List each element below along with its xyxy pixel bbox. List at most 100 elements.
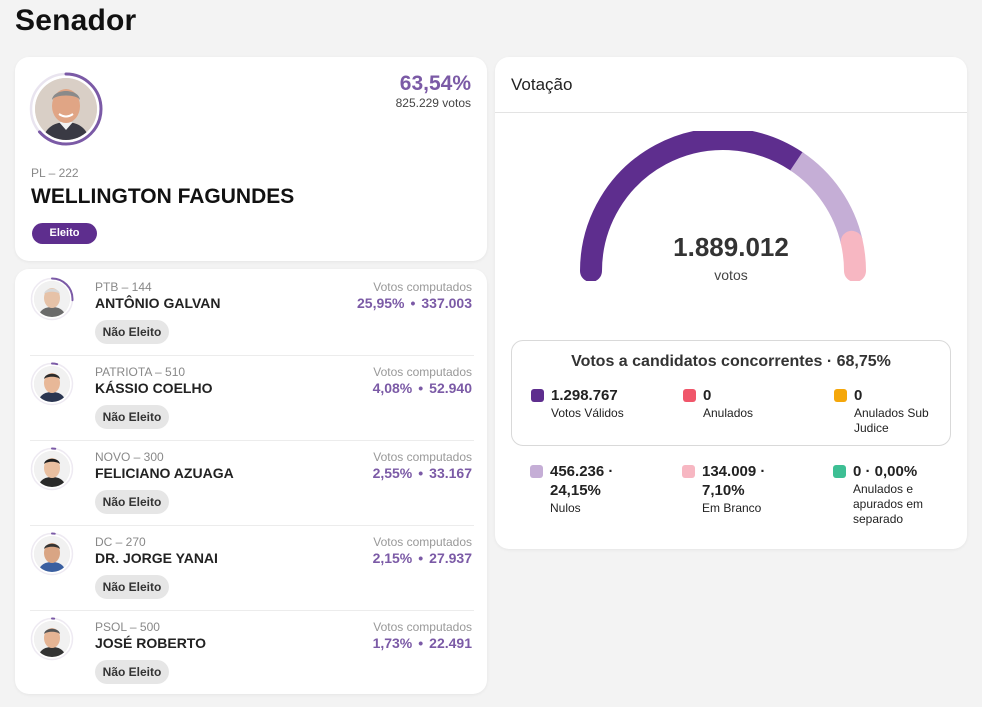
- gauge-unit: votos: [714, 267, 748, 283]
- person-photo-icon: [34, 366, 70, 402]
- person-photo-icon: [35, 78, 97, 140]
- stat-swatch: [683, 389, 696, 402]
- separator-dot: •: [418, 635, 424, 651]
- stat-swatch: [833, 465, 846, 478]
- stat-swatch: [530, 465, 543, 478]
- winner-votes: 825.229 votos: [395, 96, 471, 110]
- not-elected-badge: Não Eleito: [95, 405, 169, 429]
- gauge-segment: [840, 230, 866, 281]
- candidate-stats: 2,55% • 33.167: [373, 465, 472, 481]
- stat-value: 0: [703, 387, 712, 404]
- page-title: Senador: [15, 4, 137, 37]
- candidate-votes: 27.937: [429, 550, 472, 566]
- stat-label: Anulados: [703, 406, 754, 420]
- winner-avatar: [29, 72, 103, 146]
- candidate-stats: 25,95% • 337.003: [357, 295, 472, 311]
- candidate-name: KÁSSIO COELHO: [95, 380, 213, 396]
- separator-dot: •: [418, 550, 424, 566]
- stat-label: Em Branco: [702, 501, 762, 515]
- votes-computed-label: Votos computados: [373, 365, 472, 379]
- valid-votes-title: Votos a candidatos concorrentes · 68,75%: [571, 353, 891, 370]
- elected-badge: Eleito: [32, 223, 97, 244]
- stat-label: Nulos: [550, 501, 581, 515]
- candidate-avatar: [30, 532, 74, 576]
- candidate-percent: 1,73%: [372, 635, 413, 651]
- stat-swatch: [682, 465, 695, 478]
- not-elected-badge: Não Eleito: [95, 660, 169, 684]
- candidate-stats: 1,73% • 22.491: [373, 635, 472, 651]
- stat-label: Anulados e apurados em separado: [853, 482, 924, 526]
- votacao-title: Votação: [511, 75, 573, 94]
- candidate-row[interactable]: PTB – 144 ANTÔNIO GALVAN Votos computado…: [30, 271, 474, 356]
- person-photo-icon: [34, 536, 70, 572]
- candidate-progress-ring: [30, 617, 74, 661]
- person-photo-icon: [34, 281, 70, 317]
- candidate-row[interactable]: NOVO – 300 FELICIANO AZUAGA Votos comput…: [30, 441, 474, 526]
- votes-gauge: [580, 131, 866, 281]
- candidate-percent: 25,95%: [357, 295, 405, 311]
- candidate-name: DR. JORGE YANAI: [95, 550, 218, 566]
- stat-value: 456.236 · 24,15%: [550, 463, 614, 499]
- separator-dot: •: [410, 295, 416, 311]
- gauge-segment: [789, 152, 863, 245]
- candidate-votes: 337.003: [421, 295, 472, 311]
- winner-party: PL – 222: [31, 166, 79, 180]
- divider: [495, 112, 967, 113]
- candidate-stats: 4,08% • 52.940: [373, 380, 472, 396]
- candidate-percent: 2,15%: [372, 550, 413, 566]
- gauge-segment: [580, 131, 808, 281]
- votacao-card: Votação 1.889.012 votos Votos a candidat…: [495, 57, 967, 549]
- candidate-name: ANTÔNIO GALVAN: [95, 295, 221, 311]
- votes-computed-label: Votos computados: [373, 620, 472, 634]
- candidate-party: PSOL – 500: [95, 620, 160, 634]
- candidate-row[interactable]: PATRIOTA – 510 KÁSSIO COELHO Votos compu…: [30, 356, 474, 441]
- candidate-party: DC – 270: [95, 535, 146, 549]
- separator-dot: •: [418, 465, 424, 481]
- candidate-avatar: [30, 277, 74, 321]
- candidate-row[interactable]: DC – 270 DR. JORGE YANAI Votos computado…: [30, 526, 474, 611]
- candidate-votes: 52.940: [429, 380, 472, 396]
- stat-value: 134.009 · 7,10%: [702, 463, 766, 499]
- votes-computed-label: Votos computados: [373, 450, 472, 464]
- votes-computed-label: Votos computados: [373, 280, 472, 294]
- person-photo-icon: [34, 451, 70, 487]
- gauge-total: 1.889.012: [673, 232, 789, 262]
- candidate-votes: 22.491: [429, 635, 472, 651]
- winner-progress-ring: [29, 72, 103, 146]
- candidate-votes: 33.167: [429, 465, 472, 481]
- candidate-stats: 2,15% • 27.937: [373, 550, 472, 566]
- separator-dot: •: [418, 380, 424, 396]
- candidate-progress-ring: [30, 277, 74, 321]
- not-elected-badge: Não Eleito: [95, 575, 169, 599]
- stat-value: 0 · 0,00%: [853, 463, 918, 480]
- winner-card[interactable]: 63,54% 825.229 votos PL – 222 WELLINGTON…: [15, 57, 487, 261]
- candidate-progress-ring: [30, 362, 74, 406]
- candidate-party: NOVO – 300: [95, 450, 164, 464]
- candidate-name: FELICIANO AZUAGA: [95, 465, 234, 481]
- candidate-percent: 2,55%: [372, 465, 413, 481]
- stat-label: Anulados Sub Judice: [854, 406, 929, 435]
- person-photo-icon: [34, 621, 70, 657]
- candidate-avatar: [30, 617, 74, 661]
- stat-label: Votos Válidos: [551, 406, 624, 420]
- candidate-row[interactable]: PSOL – 500 JOSÉ ROBERTO Votos computados…: [30, 611, 474, 696]
- stat-swatch: [834, 389, 847, 402]
- winner-percent: 63,54%: [399, 72, 471, 95]
- candidate-name: JOSÉ ROBERTO: [95, 635, 206, 651]
- stat-value: 0: [854, 387, 863, 404]
- not-elected-badge: Não Eleito: [95, 320, 169, 344]
- candidate-avatar: [30, 447, 74, 491]
- candidate-progress-ring: [30, 447, 74, 491]
- candidate-avatar: [30, 362, 74, 406]
- not-elected-badge: Não Eleito: [95, 490, 169, 514]
- votes-computed-label: Votos computados: [373, 535, 472, 549]
- valid-votes-box: Votos a candidatos concorrentes · 68,75%…: [511, 340, 951, 446]
- candidate-percent: 4,08%: [372, 380, 413, 396]
- winner-name: WELLINGTON FAGUNDES: [31, 185, 295, 208]
- candidate-party: PTB – 144: [95, 280, 152, 294]
- candidate-party: PATRIOTA – 510: [95, 365, 186, 379]
- candidate-progress-ring: [30, 532, 74, 576]
- stat-swatch: [531, 389, 544, 402]
- candidates-list: PTB – 144 ANTÔNIO GALVAN Votos computado…: [15, 269, 487, 694]
- stat-value: 1.298.767: [551, 387, 618, 404]
